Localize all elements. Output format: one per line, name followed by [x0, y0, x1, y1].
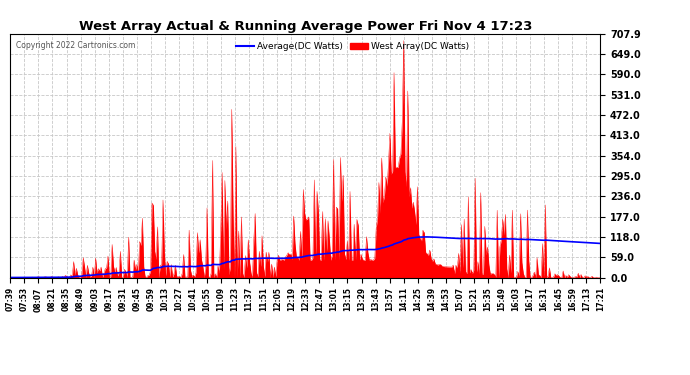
Text: Copyright 2022 Cartronics.com: Copyright 2022 Cartronics.com — [17, 41, 136, 50]
Title: West Array Actual & Running Average Power Fri Nov 4 17:23: West Array Actual & Running Average Powe… — [79, 20, 532, 33]
Legend: Average(DC Watts), West Array(DC Watts): Average(DC Watts), West Array(DC Watts) — [233, 38, 473, 54]
